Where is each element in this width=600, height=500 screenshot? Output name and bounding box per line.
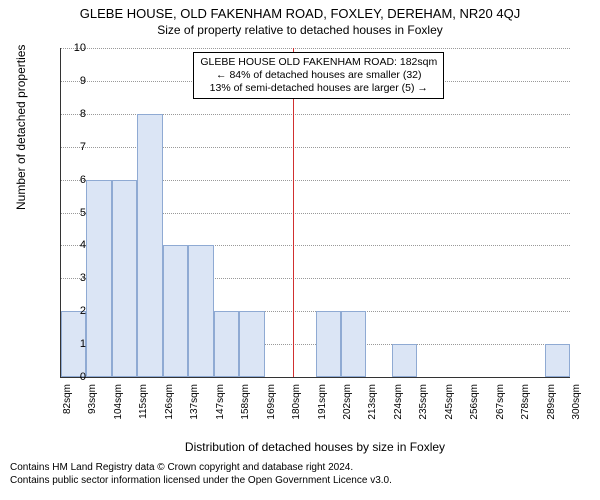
histogram-bar bbox=[316, 311, 341, 377]
annotation-line: ← 84% of detached houses are smaller (32… bbox=[200, 69, 437, 82]
x-tick: 191sqm bbox=[317, 384, 328, 420]
x-tick-row: 82sqm 93sqm 104sqm 115sqm 126sqm 137sqm 147sqm… bbox=[60, 382, 570, 442]
x-tick: 137sqm bbox=[189, 384, 200, 420]
x-axis-label: Distribution of detached houses by size … bbox=[60, 440, 570, 454]
annotation-line: 13% of semi-detached houses are larger (… bbox=[200, 82, 437, 95]
y-tick: 10 bbox=[46, 42, 86, 54]
y-tick: 2 bbox=[46, 305, 86, 317]
x-tick: 213sqm bbox=[367, 384, 378, 420]
x-tick: 235sqm bbox=[418, 384, 429, 420]
y-tick: 5 bbox=[46, 207, 86, 219]
x-tick: 245sqm bbox=[444, 384, 455, 420]
x-tick: 115sqm bbox=[138, 384, 149, 419]
x-tick: 224sqm bbox=[393, 384, 404, 420]
histogram-bar bbox=[163, 245, 188, 377]
footer-line-1: Contains HM Land Registry data © Crown c… bbox=[10, 462, 392, 475]
histogram-bar bbox=[392, 344, 417, 377]
x-tick: 202sqm bbox=[342, 384, 353, 420]
y-axis-label: Number of detached properties bbox=[14, 45, 28, 210]
histogram-bar bbox=[214, 311, 239, 377]
histogram-bar bbox=[341, 311, 366, 377]
y-tick: 6 bbox=[46, 174, 86, 186]
histogram-chart: GLEBE HOUSE OLD FAKENHAM ROAD: 182sqm← 8… bbox=[60, 48, 570, 408]
y-tick: 8 bbox=[46, 108, 86, 120]
y-tick: 9 bbox=[46, 75, 86, 87]
histogram-bar bbox=[545, 344, 570, 377]
x-tick: 289sqm bbox=[546, 384, 557, 420]
annotation-box: GLEBE HOUSE OLD FAKENHAM ROAD: 182sqm← 8… bbox=[193, 52, 444, 99]
x-tick: 278sqm bbox=[520, 384, 531, 420]
histogram-bar bbox=[112, 180, 137, 377]
page-title: GLEBE HOUSE, OLD FAKENHAM ROAD, FOXLEY, … bbox=[0, 0, 600, 21]
x-tick: 126sqm bbox=[164, 384, 175, 420]
y-tick: 1 bbox=[46, 338, 86, 350]
footer-line-2: Contains public sector information licen… bbox=[10, 475, 392, 488]
x-tick: 147sqm bbox=[215, 384, 226, 420]
x-tick: 82sqm bbox=[62, 384, 73, 414]
x-tick: 104sqm bbox=[113, 384, 124, 420]
footer: Contains HM Land Registry data © Crown c… bbox=[10, 462, 392, 487]
gridline bbox=[61, 48, 570, 49]
y-tick: 4 bbox=[46, 239, 86, 251]
x-tick: 93sqm bbox=[87, 384, 98, 414]
histogram-bar bbox=[137, 114, 162, 377]
x-tick: 158sqm bbox=[240, 384, 251, 420]
x-tick: 267sqm bbox=[495, 384, 506, 420]
plot-area: GLEBE HOUSE OLD FAKENHAM ROAD: 182sqm← 8… bbox=[60, 48, 570, 378]
x-tick: 180sqm bbox=[291, 384, 302, 420]
y-tick: 0 bbox=[46, 371, 86, 383]
histogram-bar bbox=[188, 245, 213, 377]
histogram-bar bbox=[239, 311, 264, 377]
page-subtitle: Size of property relative to detached ho… bbox=[0, 21, 600, 37]
x-tick: 256sqm bbox=[469, 384, 480, 420]
annotation-line: GLEBE HOUSE OLD FAKENHAM ROAD: 182sqm bbox=[200, 56, 437, 69]
page: GLEBE HOUSE, OLD FAKENHAM ROAD, FOXLEY, … bbox=[0, 0, 600, 500]
x-tick: 300sqm bbox=[571, 384, 582, 420]
x-tick: 169sqm bbox=[266, 384, 277, 420]
y-tick: 7 bbox=[46, 141, 86, 153]
y-tick: 3 bbox=[46, 272, 86, 284]
histogram-bar bbox=[86, 180, 111, 377]
